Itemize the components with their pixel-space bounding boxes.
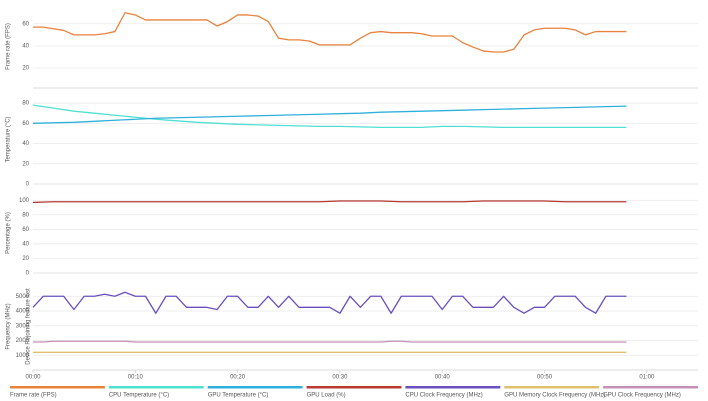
y-tick-label: 3000 [16,323,30,329]
x-tick-label: 00:30 [332,375,348,381]
y-tick-label: 60 [22,121,29,127]
series-line [32,200,627,204]
legend-swatch [405,386,501,389]
series-line [32,105,627,124]
y-tick-label: 0 [26,182,30,188]
legend-label[interactable]: Frame rate (FPS) [10,393,57,399]
legend-label[interactable]: CPU Clock Frequency (MHz) [405,393,482,399]
y-tick-label: 40 [22,44,29,50]
y-axis-title: Frequency (MHz) [6,303,12,349]
series-line [33,340,627,343]
x-tick-label: 00:00 [25,375,41,381]
y-tick-label: 60 [22,21,29,27]
legend-swatch [603,386,698,389]
y-tick-label: 2000 [16,338,30,344]
y-tick-label: 40 [22,141,29,147]
y-axis-title: Temperature (°C) [6,116,12,162]
x-tick-label: 00:40 [435,375,451,381]
legend-label[interactable]: GPU Temperature (°C) [208,393,269,399]
x-tick-label: 00:20 [230,375,246,381]
legend-swatch [207,386,303,389]
x-tick-label: 00:10 [128,375,144,381]
y-tick-label: 40 [22,241,29,247]
legend-swatch [306,386,402,389]
legend-swatch [10,386,105,389]
y-tick-label: 100 [19,198,30,204]
legend-swatch [108,386,204,389]
x-tick-label: 01:00 [639,375,655,381]
y-tick-label: 60 [22,227,29,233]
y-tick-label: 20 [22,161,29,167]
series-line [32,104,627,129]
y-tick-label: 4000 [16,309,30,315]
legend-swatch [504,386,600,389]
legend-label[interactable]: GPU Clock Frequency (MHz) [603,393,681,399]
series-line [32,291,627,314]
legend-label[interactable]: GPU Load (%) [307,393,346,399]
y-tick-label: 20 [22,66,29,72]
x-tick-label: 00:50 [537,375,553,381]
legend-label[interactable]: GPU Memory Clock Frequency (MHz) [504,393,605,399]
annotation: Device Rejoining feature lost [26,288,32,365]
y-tick-label: 80 [22,212,29,218]
series-line [33,12,627,53]
legend-label[interactable]: CPU Temperature (°C) [109,393,169,399]
y-axis-title: Percentage (%) [6,212,12,254]
y-tick-label: 5000 [16,294,30,300]
y-axis-title: Frame rate (FPS) [6,23,12,70]
y-tick-label: 1000 [16,353,30,359]
y-tick-label: 0 [26,271,30,277]
y-tick-label: 80 [22,101,29,107]
y-tick-label: 20 [22,256,29,262]
